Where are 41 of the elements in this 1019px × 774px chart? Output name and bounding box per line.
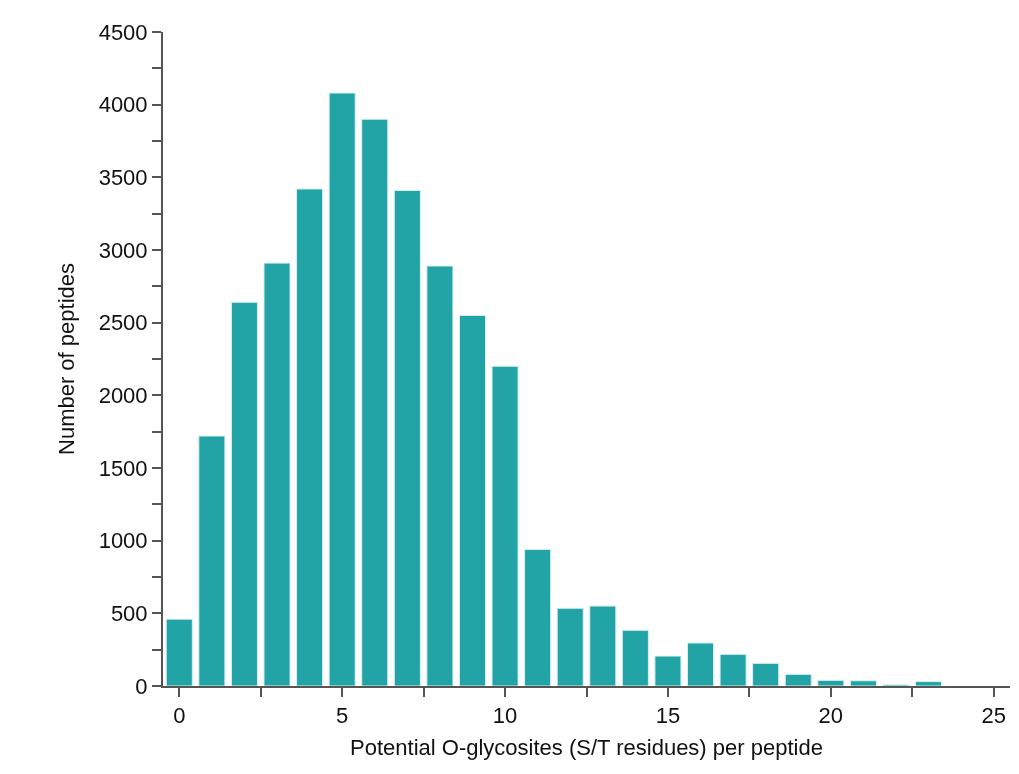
bar (752, 662, 780, 686)
x-tick-label: 15 (655, 703, 681, 729)
x-axis-title: Potential O-glycosites (S/T residues) per peptide (350, 734, 823, 760)
y-tick-label: 4500 (98, 19, 148, 45)
bar (784, 673, 812, 686)
x-tick-label: 0 (173, 703, 186, 729)
y-tick-label: 1000 (98, 528, 148, 554)
bar (296, 188, 324, 686)
bar (589, 605, 617, 686)
y-axis-title: Number of peptides (53, 263, 79, 455)
y-tick-label: 3000 (98, 237, 148, 263)
bar (393, 189, 421, 686)
bar (458, 314, 487, 686)
bar (263, 262, 291, 686)
bar (654, 655, 682, 686)
x-tick-label: 20 (818, 703, 844, 729)
bar (426, 265, 454, 686)
bar (686, 642, 715, 686)
bar (719, 653, 747, 686)
bar (621, 629, 649, 686)
bar (491, 365, 519, 686)
bar (328, 92, 356, 686)
y-tick-label: 1500 (98, 455, 148, 481)
x-tick-label: 5 (336, 703, 349, 729)
bar (230, 301, 258, 686)
bar (915, 681, 943, 686)
y-tick-label: 0 (135, 673, 148, 699)
bar (849, 680, 877, 686)
y-tick-label: 3500 (98, 165, 148, 191)
bar (817, 679, 845, 686)
y-tick-label: 500 (110, 601, 148, 627)
bar (165, 618, 193, 686)
bar (524, 548, 552, 686)
bar (361, 118, 389, 686)
bar (556, 607, 584, 686)
y-tick-label: 2000 (98, 383, 148, 409)
y-tick-label: 2500 (98, 310, 148, 336)
x-tick-label: 10 (492, 703, 518, 729)
x-tick-label: 25 (981, 703, 1006, 729)
bar (198, 435, 226, 686)
y-tick-label: 4000 (98, 92, 148, 118)
